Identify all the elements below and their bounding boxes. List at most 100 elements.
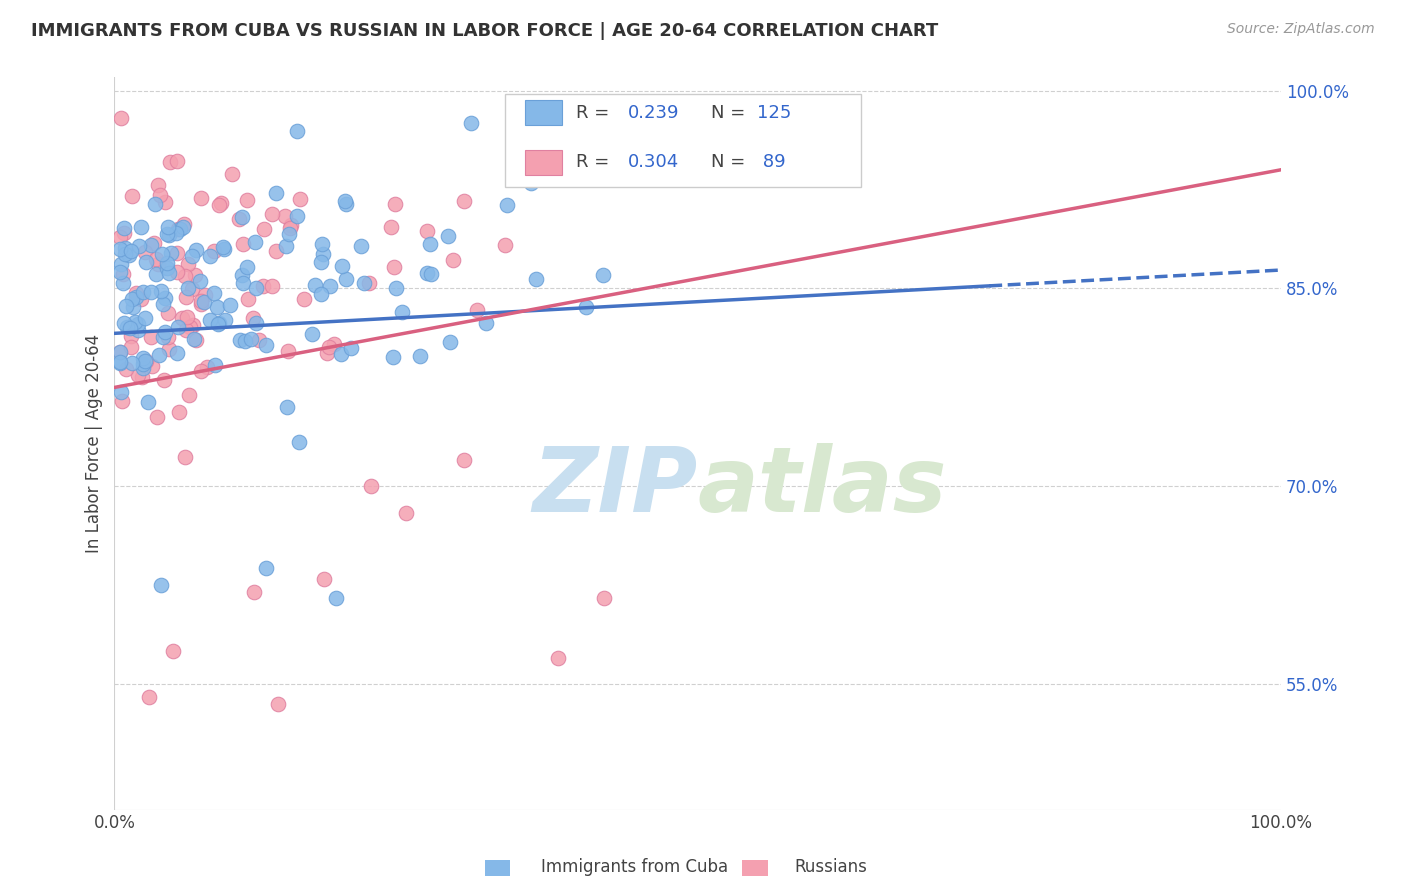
Point: [315, 346, 337, 360]
Point: [157, 330, 180, 344]
Point: [519, 176, 541, 190]
Point: [146, 178, 169, 192]
Text: Immigrants from Cuba: Immigrants from Cuba: [541, 858, 728, 876]
Point: [110, 355, 132, 369]
Text: R =: R =: [576, 103, 616, 121]
Point: [233, 334, 256, 349]
Point: [127, 317, 149, 331]
Point: [184, 333, 207, 347]
Point: [166, 265, 188, 279]
Point: [112, 316, 135, 330]
Point: [166, 345, 188, 359]
Point: [141, 359, 163, 374]
Point: [112, 220, 135, 235]
Point: [309, 255, 332, 269]
Point: [111, 276, 134, 290]
Point: [152, 373, 174, 387]
Point: [132, 357, 155, 371]
Point: [592, 268, 614, 282]
Point: [547, 650, 569, 665]
Point: [311, 237, 333, 252]
Point: [146, 409, 169, 424]
Point: [132, 351, 155, 365]
Point: [131, 370, 153, 384]
Point: [120, 328, 142, 343]
Point: [139, 285, 162, 300]
Point: [181, 318, 204, 332]
Point: [221, 168, 243, 182]
Point: [382, 260, 405, 274]
Point: [165, 226, 187, 240]
Point: [139, 237, 162, 252]
Point: [121, 356, 143, 370]
Point: [110, 345, 132, 359]
Point: [110, 257, 132, 271]
Point: [148, 348, 170, 362]
Point: [301, 327, 323, 342]
Point: [202, 244, 225, 258]
Point: [124, 315, 146, 329]
Point: [156, 256, 179, 270]
Point: [494, 237, 516, 252]
Point: [323, 337, 346, 351]
Point: [207, 317, 229, 331]
Point: [436, 228, 458, 243]
Point: [276, 239, 298, 253]
Point: [177, 387, 200, 401]
Text: IMMIGRANTS FROM CUBA VS RUSSIAN IN LABOR FORCE | AGE 20-64 CORRELATION CHART: IMMIGRANTS FROM CUBA VS RUSSIAN IN LABOR…: [31, 22, 938, 40]
Point: [127, 323, 149, 337]
Point: [124, 286, 146, 301]
Point: [439, 335, 461, 350]
Point: [333, 194, 356, 208]
Point: [114, 362, 136, 376]
Text: Source: ZipAtlas.com: Source: ZipAtlas.com: [1227, 22, 1375, 37]
Point: [710, 158, 733, 172]
Point: [441, 252, 464, 267]
Point: [202, 286, 225, 301]
Point: [330, 347, 353, 361]
Point: [415, 224, 437, 238]
Point: [420, 267, 443, 281]
Point: [419, 236, 441, 251]
Point: [145, 252, 167, 266]
Text: N =: N =: [710, 103, 751, 121]
Point: [114, 247, 136, 261]
Point: [198, 249, 221, 263]
Point: [143, 236, 166, 251]
Point: [238, 292, 260, 306]
Point: [173, 217, 195, 231]
Point: [114, 299, 136, 313]
Point: [340, 341, 363, 355]
Point: [132, 285, 155, 299]
Point: [121, 300, 143, 314]
Point: [167, 221, 190, 235]
Point: [176, 290, 198, 304]
Point: [575, 301, 598, 315]
Point: [350, 239, 373, 253]
Point: [159, 245, 181, 260]
FancyBboxPatch shape: [524, 100, 562, 125]
Point: [169, 222, 191, 236]
Point: [254, 561, 277, 575]
Point: [166, 246, 188, 260]
Point: [159, 266, 181, 280]
Text: ZIP: ZIP: [533, 443, 697, 532]
Point: [127, 368, 149, 383]
Point: [280, 218, 302, 232]
Point: [593, 167, 616, 181]
Point: [247, 334, 270, 348]
Point: [177, 281, 200, 295]
Point: [325, 591, 347, 606]
FancyBboxPatch shape: [524, 150, 562, 175]
Point: [231, 268, 253, 283]
Point: [145, 267, 167, 281]
Point: [309, 286, 332, 301]
Text: 89: 89: [758, 153, 786, 171]
Point: [110, 242, 132, 256]
Point: [155, 326, 177, 340]
Point: [496, 198, 519, 212]
Point: [179, 319, 201, 334]
Point: [139, 330, 162, 344]
Point: [229, 333, 252, 347]
Point: [120, 244, 142, 258]
